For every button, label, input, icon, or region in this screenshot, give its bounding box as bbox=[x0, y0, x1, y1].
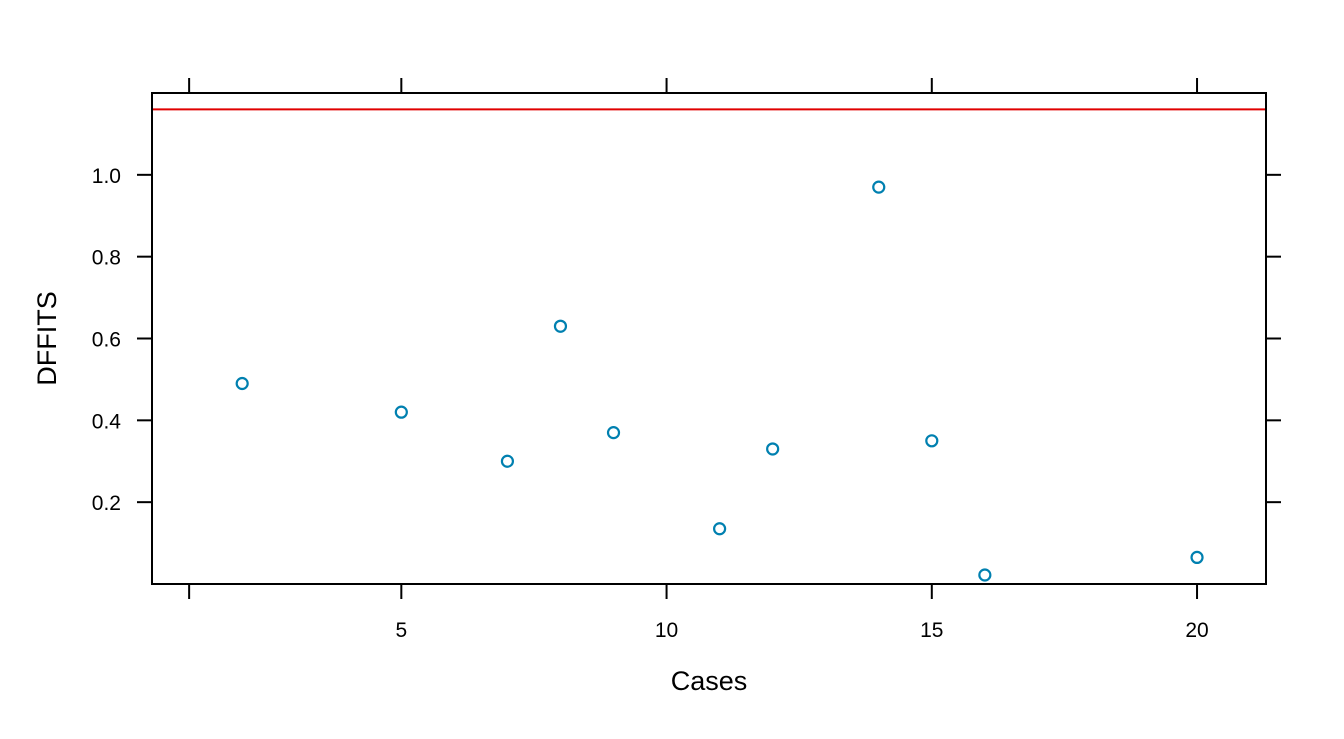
plot-frame bbox=[151, 92, 1267, 585]
tick-labels: 5 10 15 20 0.2 0.4 0.6 0.8 1.0 bbox=[92, 165, 1209, 642]
x-tick-label: 20 bbox=[1185, 619, 1208, 642]
y-axis-title: DFFITS bbox=[32, 291, 62, 386]
data-point bbox=[925, 434, 939, 448]
data-point bbox=[713, 522, 727, 536]
x-tick-label: 15 bbox=[920, 619, 943, 642]
y-tick-label: 0.4 bbox=[92, 410, 122, 433]
data-point bbox=[606, 426, 621, 440]
data-point bbox=[500, 454, 515, 468]
data-point bbox=[235, 376, 249, 391]
data-point bbox=[978, 568, 992, 582]
y-tick-label: 0.2 bbox=[92, 492, 121, 515]
x-tick-label: 10 bbox=[655, 619, 678, 642]
data-point bbox=[394, 405, 408, 419]
data-point bbox=[553, 319, 568, 333]
y-tick-label: 0.8 bbox=[92, 247, 121, 270]
axis-ticks bbox=[137, 78, 1281, 599]
data-point bbox=[1190, 550, 1204, 565]
x-tick-label: 5 bbox=[395, 619, 407, 642]
data-points bbox=[235, 180, 1204, 582]
x-axis-title: Cases bbox=[671, 666, 748, 696]
data-point bbox=[766, 442, 780, 456]
data-point bbox=[872, 180, 886, 194]
y-tick-label: 1.0 bbox=[92, 165, 121, 188]
y-tick-label: 0.6 bbox=[92, 329, 121, 352]
